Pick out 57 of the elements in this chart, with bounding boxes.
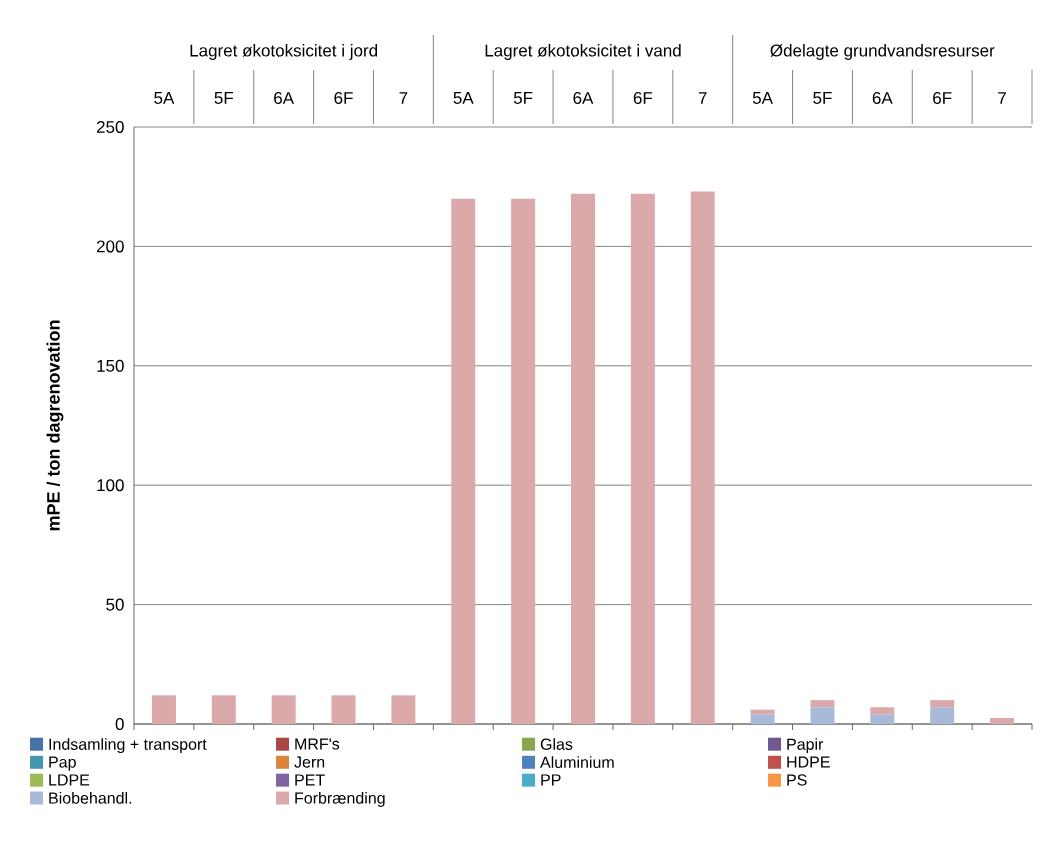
legend-label: Aluminium	[540, 756, 614, 768]
legend-label: LDPE	[49, 774, 90, 786]
y-tick-label: 100	[97, 479, 124, 492]
legend-label: Jern	[294, 756, 325, 768]
text: Ødelagte grundvandsresurser	[770, 44, 995, 60]
text: Lagret økotoksicitet i vand	[485, 44, 681, 60]
bar	[451, 198, 476, 724]
y-tick-label: 0	[115, 717, 124, 731]
bar	[391, 695, 416, 724]
x-tick-label: 5A	[752, 92, 773, 104]
legend-label: MRF's	[295, 738, 340, 750]
legend-label: Forbrænding	[295, 792, 385, 807]
legend-label: Biobehandl.	[49, 792, 132, 804]
x-tick-label: 6A	[573, 91, 594, 105]
y-tick-label: 150	[97, 359, 124, 372]
x-tick-label: 7	[998, 92, 1006, 104]
x-tick-label: 7	[399, 92, 408, 104]
x-tick-label: 7	[698, 92, 707, 104]
legend-label: PS	[787, 774, 807, 786]
x-tick-label: 6F	[334, 91, 353, 105]
x-tick-label: 5A	[154, 92, 175, 104]
bar	[870, 714, 895, 724]
y-axis-title: mPE / ton dagrenovation	[46, 320, 64, 531]
bar	[630, 193, 655, 724]
bar	[750, 714, 775, 724]
text: Lagret økotoksicitet i jord	[190, 44, 378, 60]
x-tick-label: 5A	[453, 92, 474, 104]
x-tick-label: 5F	[813, 92, 832, 104]
legend-label: Papir	[787, 738, 824, 754]
x-tick-label: 5F	[214, 92, 234, 104]
x-tick-label: 6F	[933, 91, 952, 105]
bar	[271, 695, 296, 724]
bar	[870, 707, 895, 715]
legend-label: Pap	[49, 756, 76, 771]
y-tick-label: 50	[106, 598, 124, 611]
x-tick-label: 6A	[274, 91, 295, 105]
bar	[511, 198, 536, 724]
y-tick-label: 200	[96, 240, 124, 253]
x-tick-label: 5F	[513, 92, 533, 104]
bar	[211, 695, 236, 724]
bar	[151, 695, 176, 724]
legend-label: HDPE	[787, 756, 830, 768]
bar	[930, 700, 955, 708]
legend-label: Glas	[540, 738, 573, 750]
bar	[990, 718, 1015, 724]
bar	[690, 191, 715, 724]
y-tick-label: 250	[96, 120, 124, 134]
bar	[930, 707, 955, 724]
bar	[810, 707, 835, 724]
x-tick-label: 6A	[872, 91, 893, 105]
legend-label: PET	[295, 774, 325, 786]
legend-label: PP	[541, 774, 561, 786]
legend-label: Indsamling + transport	[49, 738, 207, 754]
bar	[331, 695, 356, 724]
bar	[810, 700, 835, 708]
bar	[571, 193, 596, 724]
x-tick-label: 6F	[633, 91, 653, 105]
